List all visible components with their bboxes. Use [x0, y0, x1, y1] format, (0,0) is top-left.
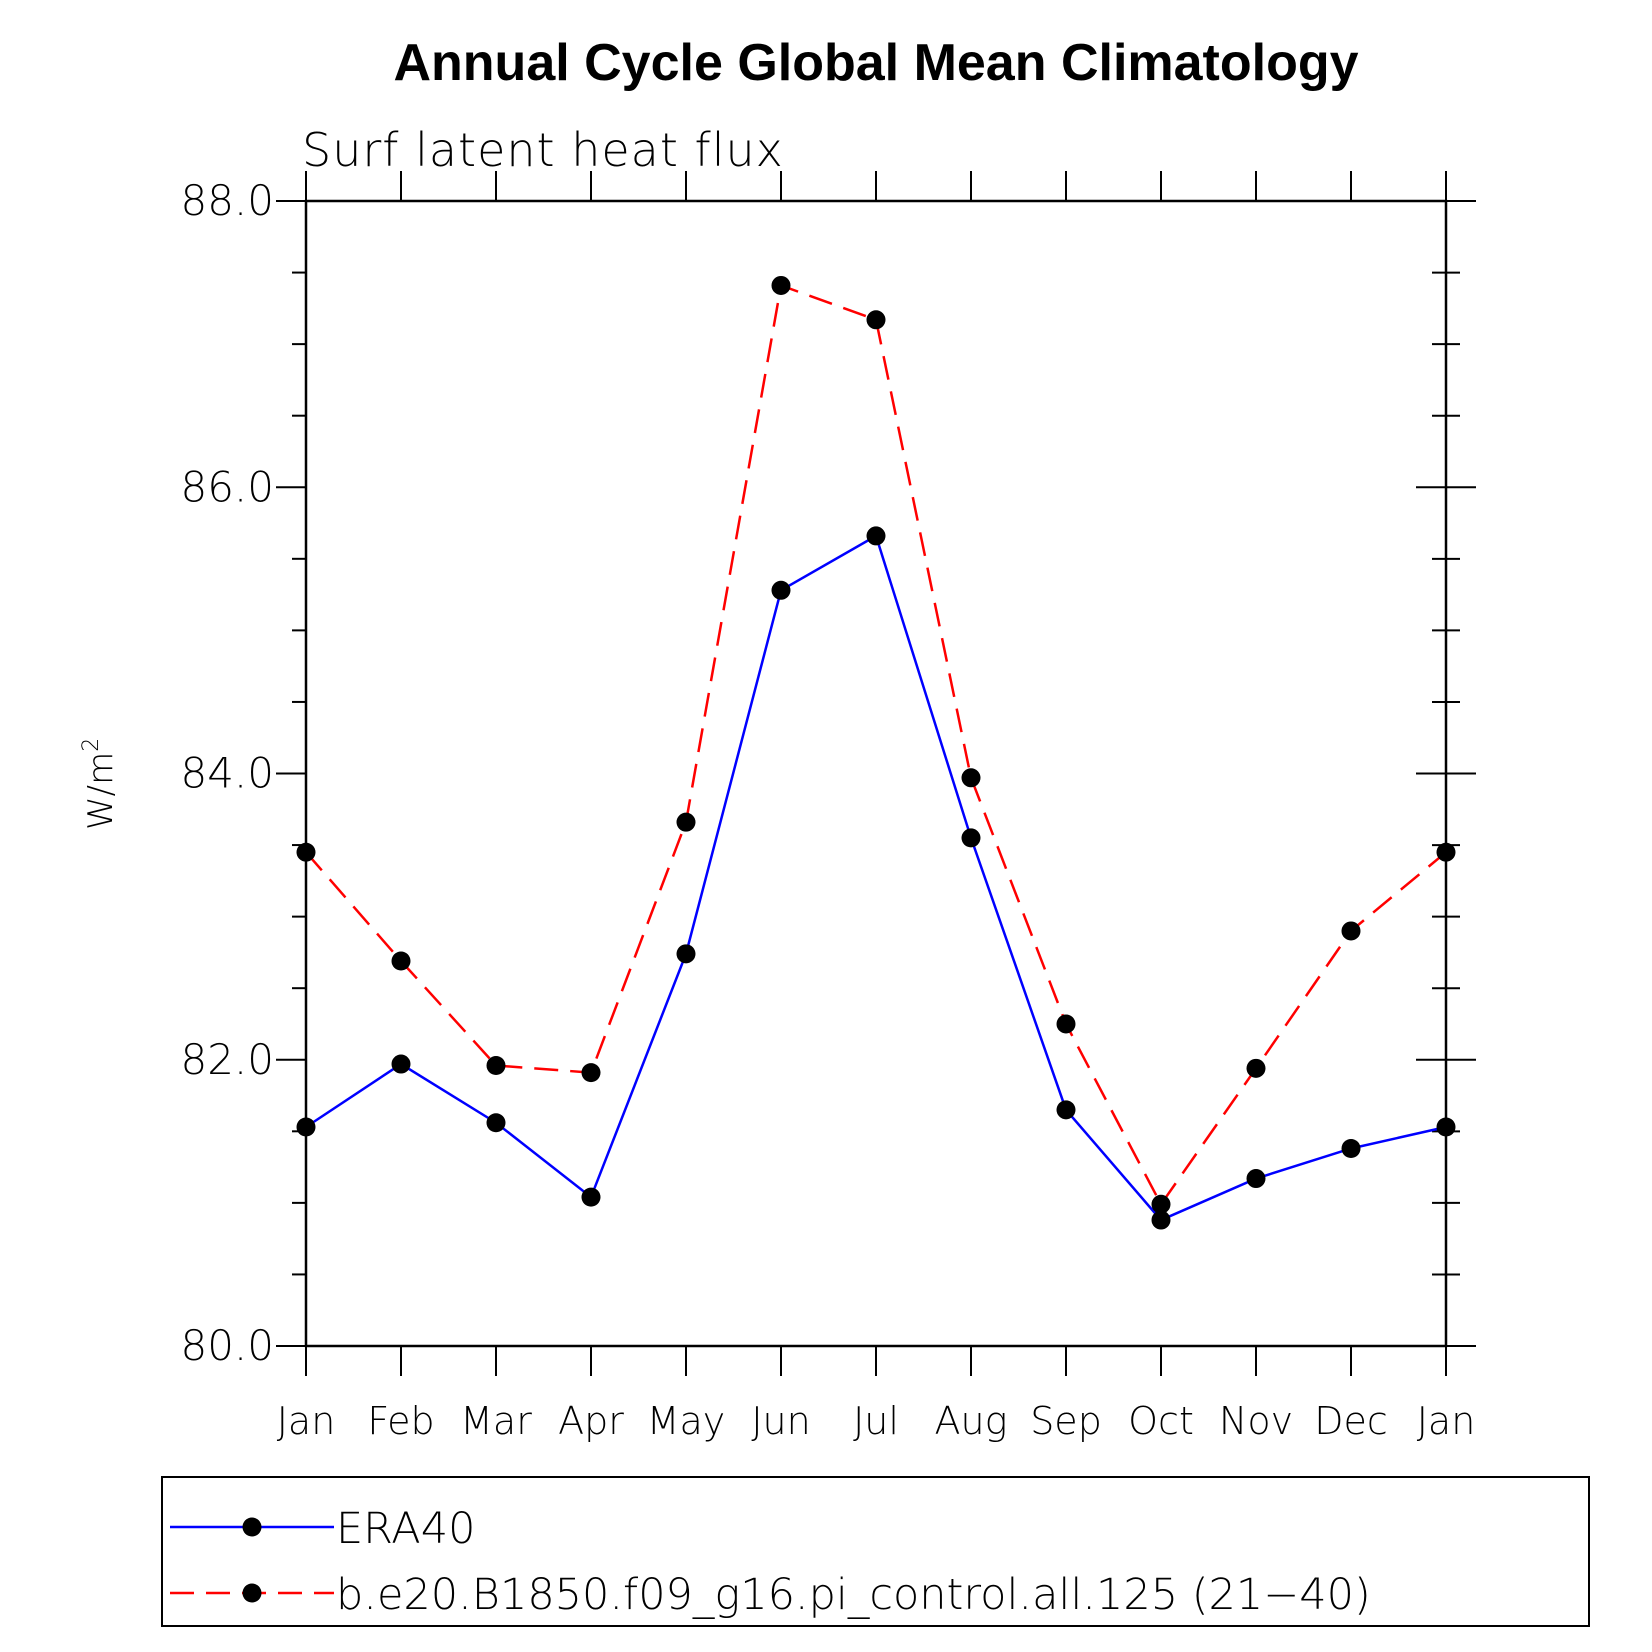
chart-subtitle: Surf latent heat flux — [302, 123, 784, 177]
series-2-point — [486, 1055, 506, 1075]
series-2-point — [391, 951, 411, 971]
series-layer — [296, 275, 1456, 1230]
y-tick-label: 86.0 — [180, 462, 274, 511]
series-1-point — [1436, 1117, 1456, 1137]
x-tick-label: Nov — [1219, 1399, 1293, 1443]
series-2-point — [866, 310, 886, 330]
x-tick-label: Dec — [1314, 1399, 1388, 1443]
series-1-point — [1246, 1169, 1266, 1189]
y-tick-label: 80.0 — [180, 1321, 274, 1370]
series-1-point — [866, 526, 886, 546]
x-tick-label: Oct — [1128, 1399, 1194, 1443]
x-tick-label: Sep — [1030, 1399, 1102, 1443]
x-tick-label: May — [647, 1399, 726, 1443]
series-2-point — [1151, 1194, 1171, 1214]
series-2-point — [1341, 921, 1361, 941]
x-tick-label: Mar — [460, 1399, 532, 1443]
legend-label: ERA40 — [336, 1504, 475, 1554]
legend-box — [161, 1476, 1590, 1627]
series-2-point — [581, 1063, 601, 1083]
series-1-point — [296, 1117, 316, 1137]
y-axis-label-superscript: 2 — [79, 738, 104, 752]
x-axis: Jan Feb Mar Apr May Jun Jul Aug Sep Oct Nov Dec Jan — [277, 171, 1476, 1443]
y-axis-label-text: W/m — [81, 752, 121, 830]
series-line-2 — [305, 283, 1447, 1207]
series-2-point — [961, 768, 981, 788]
series-2-point — [1056, 1014, 1076, 1034]
x-tick-label: Apr — [558, 1399, 624, 1443]
series-2-point — [1246, 1058, 1266, 1078]
x-tick-label: Feb — [367, 1399, 434, 1443]
chart-title: Annual Cycle Global Mean Climatology — [393, 34, 1358, 92]
y-tick-label: 88.0 — [180, 176, 274, 225]
plot-frame — [304, 199, 1448, 1348]
series-1-point — [1151, 1210, 1171, 1230]
legend-label: b.e20.B1850.f09_g16.pi_control.all.125 (… — [336, 1570, 1371, 1620]
legend-swatch-marker — [242, 1517, 262, 1537]
series-1-point — [771, 580, 791, 600]
x-tick-label: Jun — [751, 1399, 810, 1443]
series-line-1 — [305, 534, 1447, 1222]
y-tick-label: 82.0 — [180, 1035, 274, 1084]
series-1-point — [1056, 1100, 1076, 1120]
series-2-point — [676, 812, 696, 832]
y-axis-label: W/m2 — [79, 738, 121, 830]
legend-items: ERA40 b.e20.B1850.f09_g16.pi_control.all.… — [170, 1504, 1371, 1620]
plot-border — [304, 199, 1448, 1348]
legend-swatch-marker — [242, 1583, 262, 1603]
x-tick-label: Aug — [935, 1399, 1008, 1443]
series-2-point — [1436, 842, 1456, 862]
x-tick-label: Jan — [277, 1399, 336, 1443]
series-1-point — [1341, 1138, 1361, 1158]
series-1-point — [961, 828, 981, 848]
y-tick-label: 84.0 — [180, 749, 274, 798]
y-axis: 80.0 82.0 84.0 86.0 88.0 — [180, 176, 1476, 1370]
legend: ERA40 b.e20.B1850.f09_g16.pi_control.all.… — [161, 1476, 1590, 1627]
x-tick-label: Jan — [1417, 1399, 1476, 1443]
series-2-point — [296, 842, 316, 862]
series-1-point — [391, 1054, 411, 1074]
x-tick-label: Jul — [853, 1399, 899, 1443]
series-1-point — [581, 1187, 601, 1207]
series-1-point — [676, 944, 696, 964]
series-2-point — [771, 275, 791, 295]
series-1-point — [486, 1113, 506, 1133]
